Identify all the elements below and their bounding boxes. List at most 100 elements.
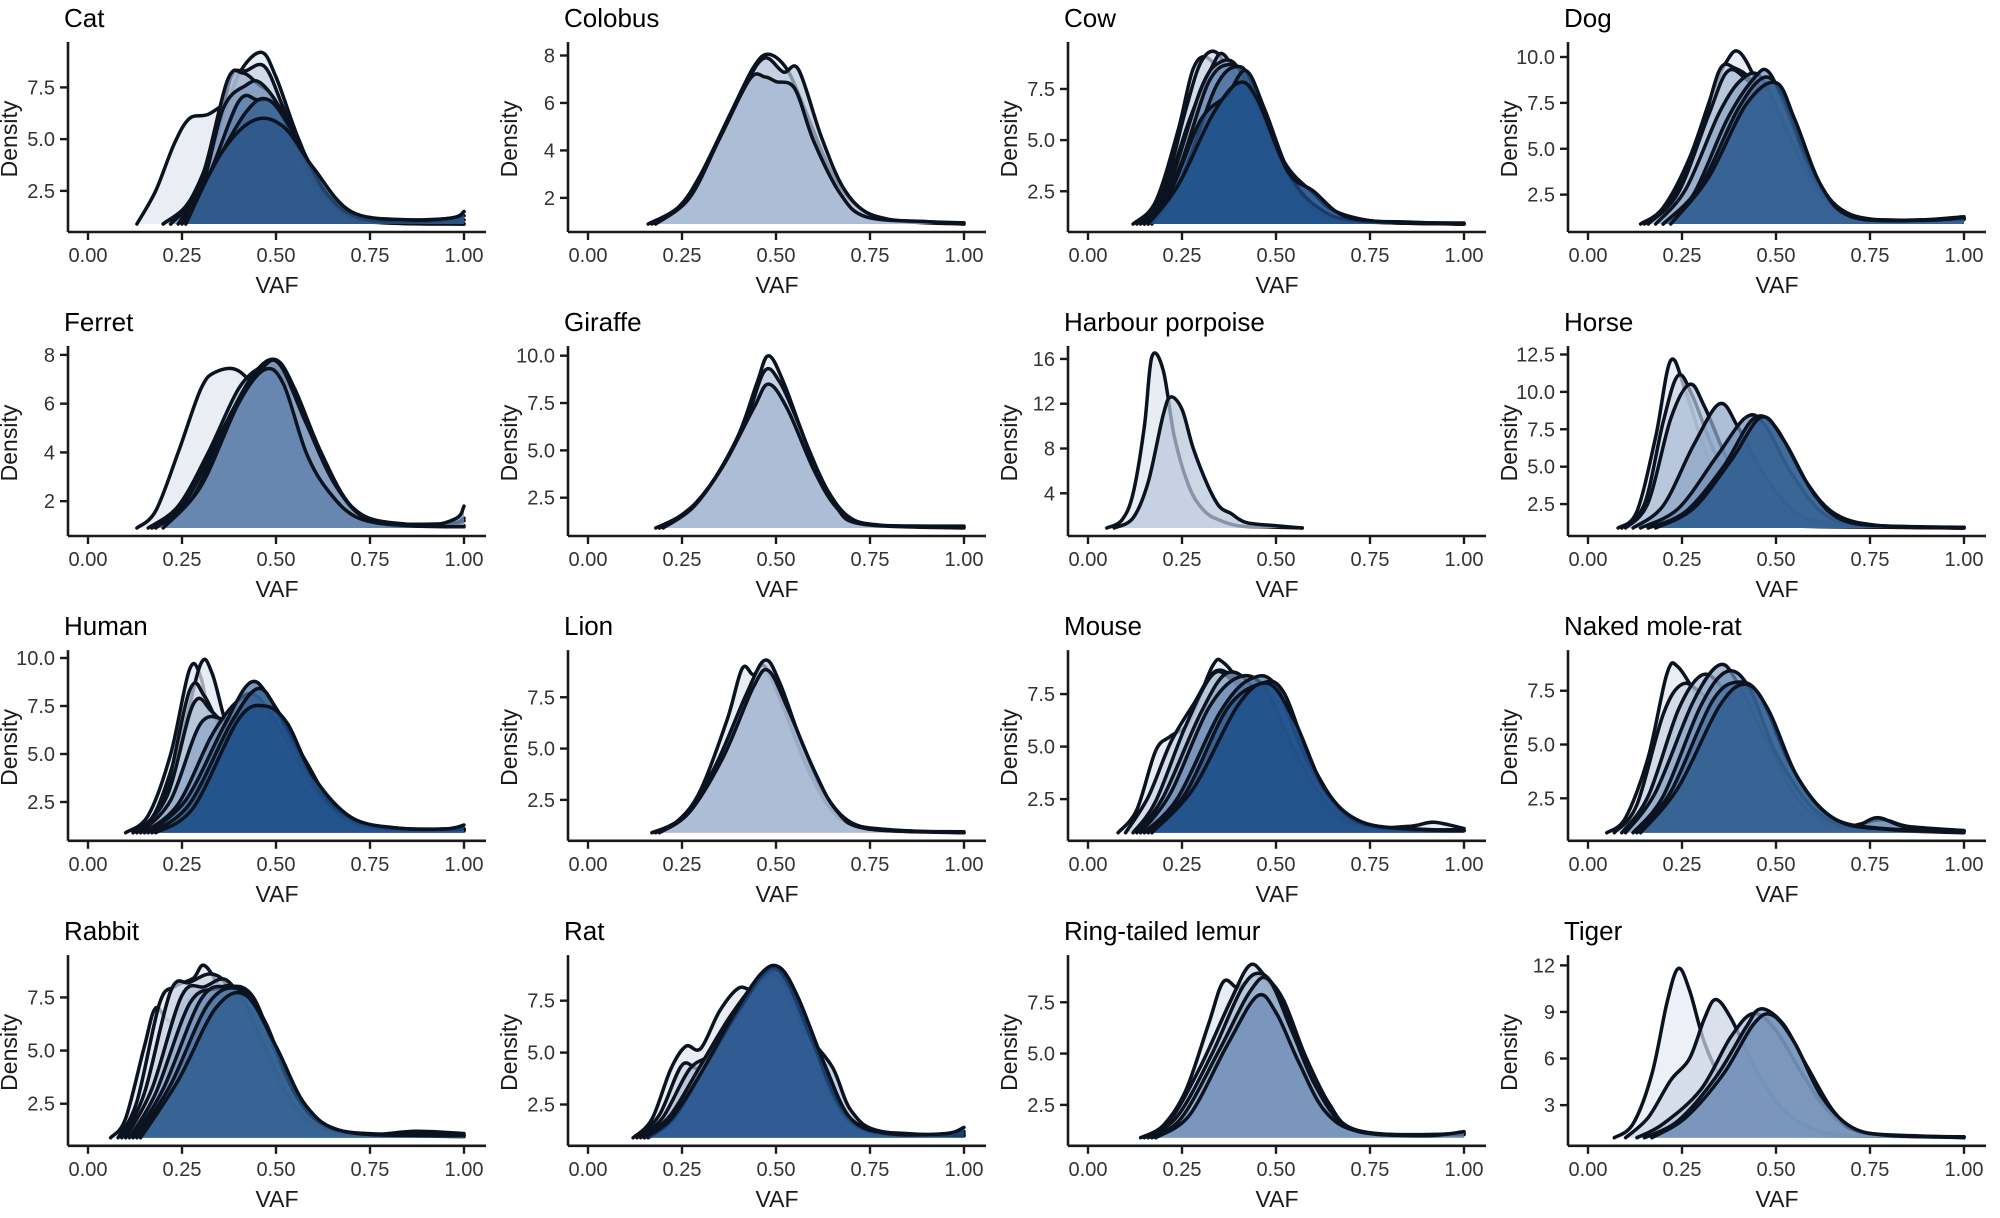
panel-cell-rabbit: 0.00 0.25 0.50 0.75 1.00 2.5 5.0 7.5 Rabbit Densi… bbox=[0, 913, 500, 1218]
panel-title: Lion bbox=[564, 611, 613, 641]
y-tick-label: 2.5 bbox=[27, 181, 55, 203]
y-tick-label: 3 bbox=[1544, 1095, 1555, 1117]
x-axis-title: VAF bbox=[1755, 272, 1798, 298]
x-tick-label: 0.00 bbox=[1069, 549, 1108, 571]
x-tick-label: 1.00 bbox=[1445, 1159, 1484, 1181]
panel-cell-tiger: 0.00 0.25 0.50 0.75 1.00 3 6 9 12 Tiger Density VAF bbox=[1500, 913, 2000, 1218]
density-curves bbox=[135, 50, 466, 226]
y-tick-label: 16 bbox=[1033, 349, 1055, 371]
x-tick-label: 0.75 bbox=[1351, 245, 1390, 267]
density-fill bbox=[140, 992, 464, 1138]
x-tick-label: 0.00 bbox=[1069, 1159, 1108, 1181]
y-tick-label: 5.0 bbox=[1027, 1044, 1055, 1066]
density-plot-naked-mole-rat: 0.00 0.25 0.50 0.75 1.00 2.5 5.0 7.5 Naked mole-… bbox=[1500, 611, 1986, 907]
x-tick-label: 1.00 bbox=[1445, 549, 1484, 571]
x-tick-label: 0.75 bbox=[851, 549, 890, 571]
x-tick-label: 0.00 bbox=[569, 1159, 608, 1181]
density-plot-horse: 0.00 0.25 0.50 0.75 1.00 2.5 5.0 7.5 10.0 12.5 Hor… bbox=[1500, 307, 1986, 602]
x-tick-label: 0.50 bbox=[257, 549, 296, 571]
panel-title: Colobus bbox=[564, 3, 659, 33]
x-tick-label: 0.50 bbox=[757, 854, 796, 876]
x-tick-label: 0.50 bbox=[757, 1159, 796, 1181]
density-fill bbox=[1670, 82, 1964, 225]
density-plot-tiger: 0.00 0.25 0.50 0.75 1.00 3 6 9 12 Tiger Density VAF bbox=[1500, 916, 1986, 1212]
y-tick-label: 12 bbox=[1533, 955, 1555, 977]
y-axis-title: Density bbox=[1000, 1014, 1022, 1091]
y-tick-label: 8 bbox=[44, 345, 55, 367]
y-tick-label: 2 bbox=[544, 188, 555, 210]
x-tick-label: 0.50 bbox=[1757, 854, 1796, 876]
y-axis-title: Density bbox=[0, 709, 22, 786]
x-tick-label: 0.00 bbox=[569, 854, 608, 876]
x-axis-title: VAF bbox=[1755, 576, 1798, 602]
y-tick-label: 5.0 bbox=[27, 744, 55, 766]
x-axis-title: VAF bbox=[756, 881, 799, 907]
x-axis-title: VAF bbox=[1256, 881, 1299, 907]
x-tick-label: 0.50 bbox=[1757, 1159, 1796, 1181]
y-axis-title: Density bbox=[0, 1014, 22, 1091]
y-tick-label: 6 bbox=[544, 93, 555, 115]
panel-cell-rat: 0.00 0.25 0.50 0.75 1.00 2.5 5.0 7.5 Rat Density V… bbox=[500, 913, 1000, 1218]
y-tick-label: 8 bbox=[544, 45, 555, 67]
axes: 0.00 0.25 0.50 0.75 1.00 2.5 5.0 7.5 bbox=[527, 955, 986, 1181]
x-axis-title: VAF bbox=[1756, 1186, 1799, 1212]
axes: 0.00 0.25 0.50 0.75 1.00 2.5 5.0 7.5 10.0 12.5 bbox=[1516, 344, 1986, 571]
density-fill bbox=[659, 669, 964, 833]
density-curves bbox=[135, 357, 466, 530]
density-plot-harbour-porpoise: 0.00 0.25 0.50 0.75 1.00 4 8 12 16 Harbour porpoi… bbox=[1000, 307, 1486, 602]
y-tick-label: 5.0 bbox=[1527, 735, 1555, 757]
density-plot-ring-tailed-lemur: 0.00 0.25 0.50 0.75 1.00 2.5 5.0 7.5 Ring-tailed… bbox=[1000, 916, 1486, 1212]
axes: 0.00 0.25 0.50 0.75 1.00 2.5 5.0 7.5 bbox=[1027, 650, 1486, 876]
x-tick-label: 0.75 bbox=[351, 854, 390, 876]
density-curves bbox=[1131, 49, 1466, 226]
x-tick-label: 0.00 bbox=[1069, 854, 1108, 876]
x-axis-title: VAF bbox=[755, 272, 798, 298]
density-plot-cat: 0.00 0.25 0.50 0.75 1.00 2.5 5.0 7.5 Cat Density V… bbox=[0, 3, 486, 298]
density-curve bbox=[1112, 395, 1305, 530]
axes: 0.00 0.25 0.50 0.75 1.00 4 8 12 16 bbox=[1033, 346, 1486, 571]
axes: 0.00 0.25 0.50 0.75 1.00 2.5 5.0 7.5 bbox=[27, 955, 486, 1181]
y-axis-title: Density bbox=[500, 404, 522, 481]
x-tick-label: 0.75 bbox=[351, 245, 390, 267]
density-fill bbox=[1651, 1013, 1964, 1138]
x-tick-label: 0.00 bbox=[69, 245, 108, 267]
density-curve bbox=[1638, 682, 1966, 835]
y-tick-label: 9 bbox=[1544, 1002, 1555, 1024]
x-tick-label: 0.25 bbox=[663, 1159, 702, 1181]
density-curve bbox=[161, 366, 466, 530]
y-axis-title: Density bbox=[1500, 100, 1522, 177]
density-curve bbox=[1150, 681, 1466, 835]
panel-cell-lion: 0.00 0.25 0.50 0.75 1.00 2.5 5.0 7.5 Lion Density… bbox=[500, 608, 1000, 913]
y-tick-label: 2.5 bbox=[1027, 789, 1055, 811]
panel-title: Naked mole-rat bbox=[1564, 611, 1742, 641]
x-tick-label: 0.00 bbox=[69, 549, 108, 571]
panel-title: Horse bbox=[1564, 307, 1633, 337]
y-tick-label: 7.5 bbox=[1527, 419, 1555, 441]
y-tick-label: 8 bbox=[1044, 439, 1055, 461]
y-tick-label: 10.0 bbox=[1516, 382, 1555, 404]
density-curve bbox=[1650, 1012, 1966, 1140]
x-tick-label: 0.25 bbox=[163, 1159, 202, 1181]
panel-title: Harbour porpoise bbox=[1064, 307, 1265, 337]
y-axis-title: Density bbox=[0, 404, 22, 481]
density-fill bbox=[155, 705, 464, 833]
panel-title: Rat bbox=[564, 916, 605, 946]
panel-cell-colobus: 0.00 0.25 0.50 0.75 1.00 2 4 6 8 Colobus Density VA… bbox=[500, 0, 1000, 304]
x-tick-label: 0.00 bbox=[1569, 1159, 1608, 1181]
x-axis-title: VAF bbox=[256, 1186, 299, 1212]
y-tick-label: 7.5 bbox=[1027, 684, 1055, 706]
x-tick-label: 0.25 bbox=[1663, 245, 1702, 267]
x-tick-label: 1.00 bbox=[1945, 549, 1984, 571]
x-tick-label: 0.50 bbox=[757, 549, 796, 571]
y-tick-label: 5.0 bbox=[527, 739, 555, 761]
density-plot-human: 0.00 0.25 0.50 0.75 1.00 2.5 5.0 7.5 10.0 Human De… bbox=[0, 611, 486, 907]
axes: 0.00 0.25 0.50 0.75 1.00 2.5 5.0 7.5 bbox=[1027, 42, 1486, 267]
panel-cell-harbour-porpoise: 0.00 0.25 0.50 0.75 1.00 4 8 12 16 Harbour porpoi… bbox=[1000, 304, 1500, 608]
density-curves bbox=[1616, 357, 1966, 530]
x-tick-label: 1.00 bbox=[445, 1159, 484, 1181]
density-curves bbox=[1638, 49, 1966, 226]
x-tick-label: 0.75 bbox=[1351, 1159, 1390, 1181]
density-plot-ferret: 0.00 0.25 0.50 0.75 1.00 2 4 6 8 Ferret Density VAF bbox=[0, 307, 486, 602]
panel-cell-cow: 0.00 0.25 0.50 0.75 1.00 2.5 5.0 7.5 Cow Density V… bbox=[1000, 0, 1500, 304]
